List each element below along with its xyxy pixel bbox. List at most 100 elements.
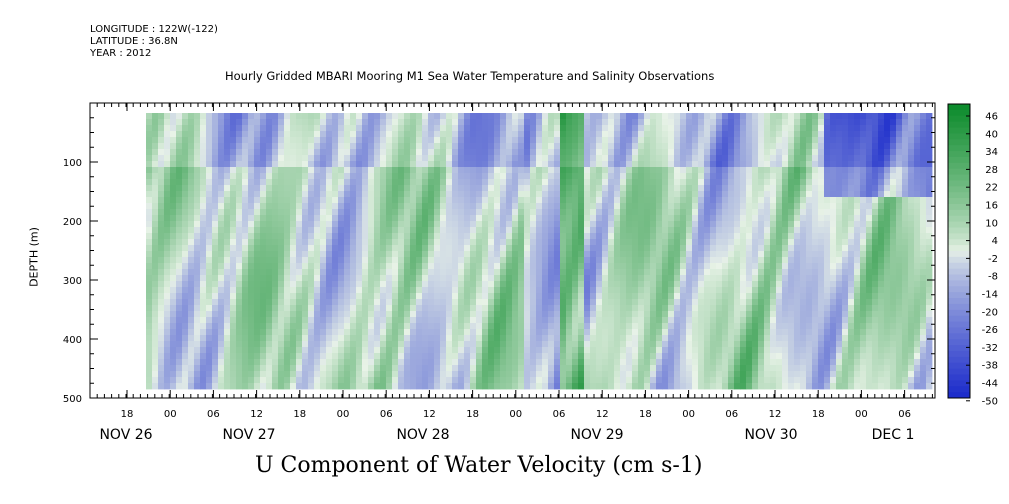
heatmap-cell: [602, 167, 609, 174]
heatmap-cell: [362, 197, 369, 204]
heatmap-cell: [530, 383, 537, 390]
heatmap-cell: [560, 209, 567, 216]
heatmap-cell: [770, 197, 777, 204]
heatmap-cell: [320, 185, 327, 192]
heatmap-cell: [590, 119, 597, 126]
heatmap-cell: [602, 383, 609, 390]
heatmap-cell: [722, 311, 729, 318]
heatmap-cell: [410, 233, 417, 240]
heatmap-cell: [578, 311, 585, 318]
heatmap-cell: [536, 347, 543, 354]
heatmap-cell: [566, 365, 573, 372]
heatmap-cell: [746, 155, 753, 162]
heatmap-cell: [554, 311, 561, 318]
heatmap-cell: [182, 269, 189, 276]
heatmap-cell: [260, 251, 267, 258]
heatmap-cell: [242, 305, 249, 312]
heatmap-cell: [590, 287, 597, 294]
heatmap-cell: [440, 215, 447, 222]
heatmap-cell: [278, 347, 285, 354]
heatmap-cell: [314, 179, 321, 186]
heatmap-cell: [638, 341, 645, 348]
heatmap-cell: [746, 167, 753, 174]
heatmap-cell: [350, 299, 357, 306]
heatmap-cell: [182, 197, 189, 204]
heatmap-cell: [416, 161, 423, 168]
heatmap-cell: [416, 341, 423, 348]
heatmap-cell: [794, 161, 801, 168]
heatmap-cell: [596, 305, 603, 312]
heatmap-cell: [200, 233, 207, 240]
heatmap-cell: [248, 323, 255, 330]
heatmap-cell: [338, 269, 345, 276]
heatmap-cell: [608, 317, 615, 324]
heatmap-cell: [554, 239, 561, 246]
heatmap-cell: [758, 383, 765, 390]
heatmap-cell: [794, 155, 801, 162]
heatmap-cell: [632, 275, 639, 282]
heatmap-cell: [746, 329, 753, 336]
heatmap-cell: [410, 347, 417, 354]
heatmap-cell: [614, 335, 621, 342]
heatmap-cell: [338, 275, 345, 282]
heatmap-cell: [524, 215, 531, 222]
heatmap-cell: [536, 125, 543, 132]
heatmap-cell: [518, 359, 525, 366]
heatmap-cell: [506, 119, 513, 126]
heatmap-cell: [662, 125, 669, 132]
heatmap-cell: [590, 245, 597, 252]
heatmap-cell: [284, 227, 291, 234]
heatmap-cell: [686, 173, 693, 180]
heatmap-cell: [428, 323, 435, 330]
heatmap-cell: [560, 239, 567, 246]
heatmap-cell: [662, 155, 669, 162]
heatmap-cell: [278, 239, 285, 246]
heatmap-cell: [632, 305, 639, 312]
heatmap-cell: [296, 245, 303, 252]
heatmap-cell: [392, 173, 399, 180]
heatmap-cell: [506, 347, 513, 354]
heatmap-cell: [500, 233, 507, 240]
heatmap-cell: [176, 155, 183, 162]
heatmap-cell: [716, 305, 723, 312]
heatmap-cell: [386, 329, 393, 336]
heatmap-cell: [176, 215, 183, 222]
heatmap-cell: [740, 293, 747, 300]
heatmap-cell: [338, 137, 345, 144]
heatmap-cell: [452, 131, 459, 138]
heatmap-cell: [224, 221, 231, 228]
heatmap-cell: [788, 323, 795, 330]
heatmap-cell: [782, 341, 789, 348]
heatmap-cell: [188, 221, 195, 228]
heatmap-cell: [710, 167, 717, 174]
heatmap-cell: [620, 353, 627, 360]
heatmap-cell: [488, 227, 495, 234]
heatmap-cell: [152, 323, 159, 330]
heatmap-cell: [200, 197, 207, 204]
heatmap-cell: [788, 335, 795, 342]
heatmap-cell: [332, 245, 339, 252]
heatmap-cell: [758, 191, 765, 198]
heatmap-cell: [146, 143, 153, 150]
heatmap-cell: [374, 137, 381, 144]
heatmap-cell: [464, 161, 471, 168]
heatmap-cell: [164, 137, 171, 144]
heatmap-cell: [362, 113, 369, 120]
heatmap-cell: [698, 119, 705, 126]
heatmap-cell: [278, 383, 285, 390]
heatmap-cell: [680, 167, 687, 174]
heatmap-cell: [272, 215, 279, 222]
heatmap-cell: [782, 377, 789, 384]
heatmap-cell: [590, 113, 597, 120]
heatmap-cell: [470, 299, 477, 306]
heatmap-cell: [650, 281, 657, 288]
heatmap-cell: [674, 293, 681, 300]
heatmap-cell: [638, 329, 645, 336]
heatmap-cell: [440, 131, 447, 138]
heatmap-cell: [704, 281, 711, 288]
heatmap-cell: [368, 239, 375, 246]
heatmap-cell: [554, 161, 561, 168]
heatmap-cell: [644, 359, 651, 366]
heatmap-cell: [404, 251, 411, 258]
heatmap-cell: [458, 293, 465, 300]
